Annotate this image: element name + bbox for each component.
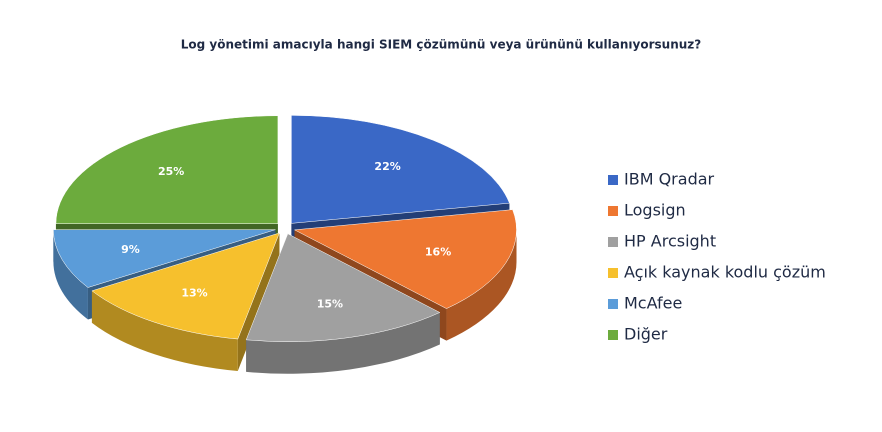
legend-label: Açık kaynak kodlu çözüm xyxy=(624,263,826,282)
slice-side xyxy=(446,229,517,341)
legend-label: McAfee xyxy=(624,294,682,313)
slice-side xyxy=(53,229,88,320)
slice xyxy=(91,232,280,340)
legend-label: Diğer xyxy=(624,325,668,344)
data-label: 25% xyxy=(158,165,184,178)
legend-label: HP Arcsight xyxy=(624,232,716,251)
slice xyxy=(245,233,441,342)
legend-swatch xyxy=(608,299,618,309)
slice-side xyxy=(246,312,440,374)
data-label: 13% xyxy=(181,287,207,300)
data-label: 15% xyxy=(317,297,343,310)
legend-swatch xyxy=(608,237,618,247)
data-label: 22% xyxy=(374,160,400,173)
legend-swatch xyxy=(608,330,618,340)
legend-swatch xyxy=(608,206,618,216)
slice xyxy=(55,115,279,225)
slice-side xyxy=(91,290,238,372)
slice xyxy=(291,115,510,224)
data-label: 9% xyxy=(121,243,140,256)
legend-label: Logsign xyxy=(624,201,686,220)
slice xyxy=(53,229,276,288)
legend-swatch xyxy=(608,268,618,278)
legend-swatch xyxy=(608,175,618,185)
slice xyxy=(293,209,517,309)
legend-label: IBM Qradar xyxy=(624,170,715,189)
data-label: 16% xyxy=(425,246,451,259)
chart-title: Log yönetimi amacıyla hangi SIEM çözümün… xyxy=(181,38,702,52)
